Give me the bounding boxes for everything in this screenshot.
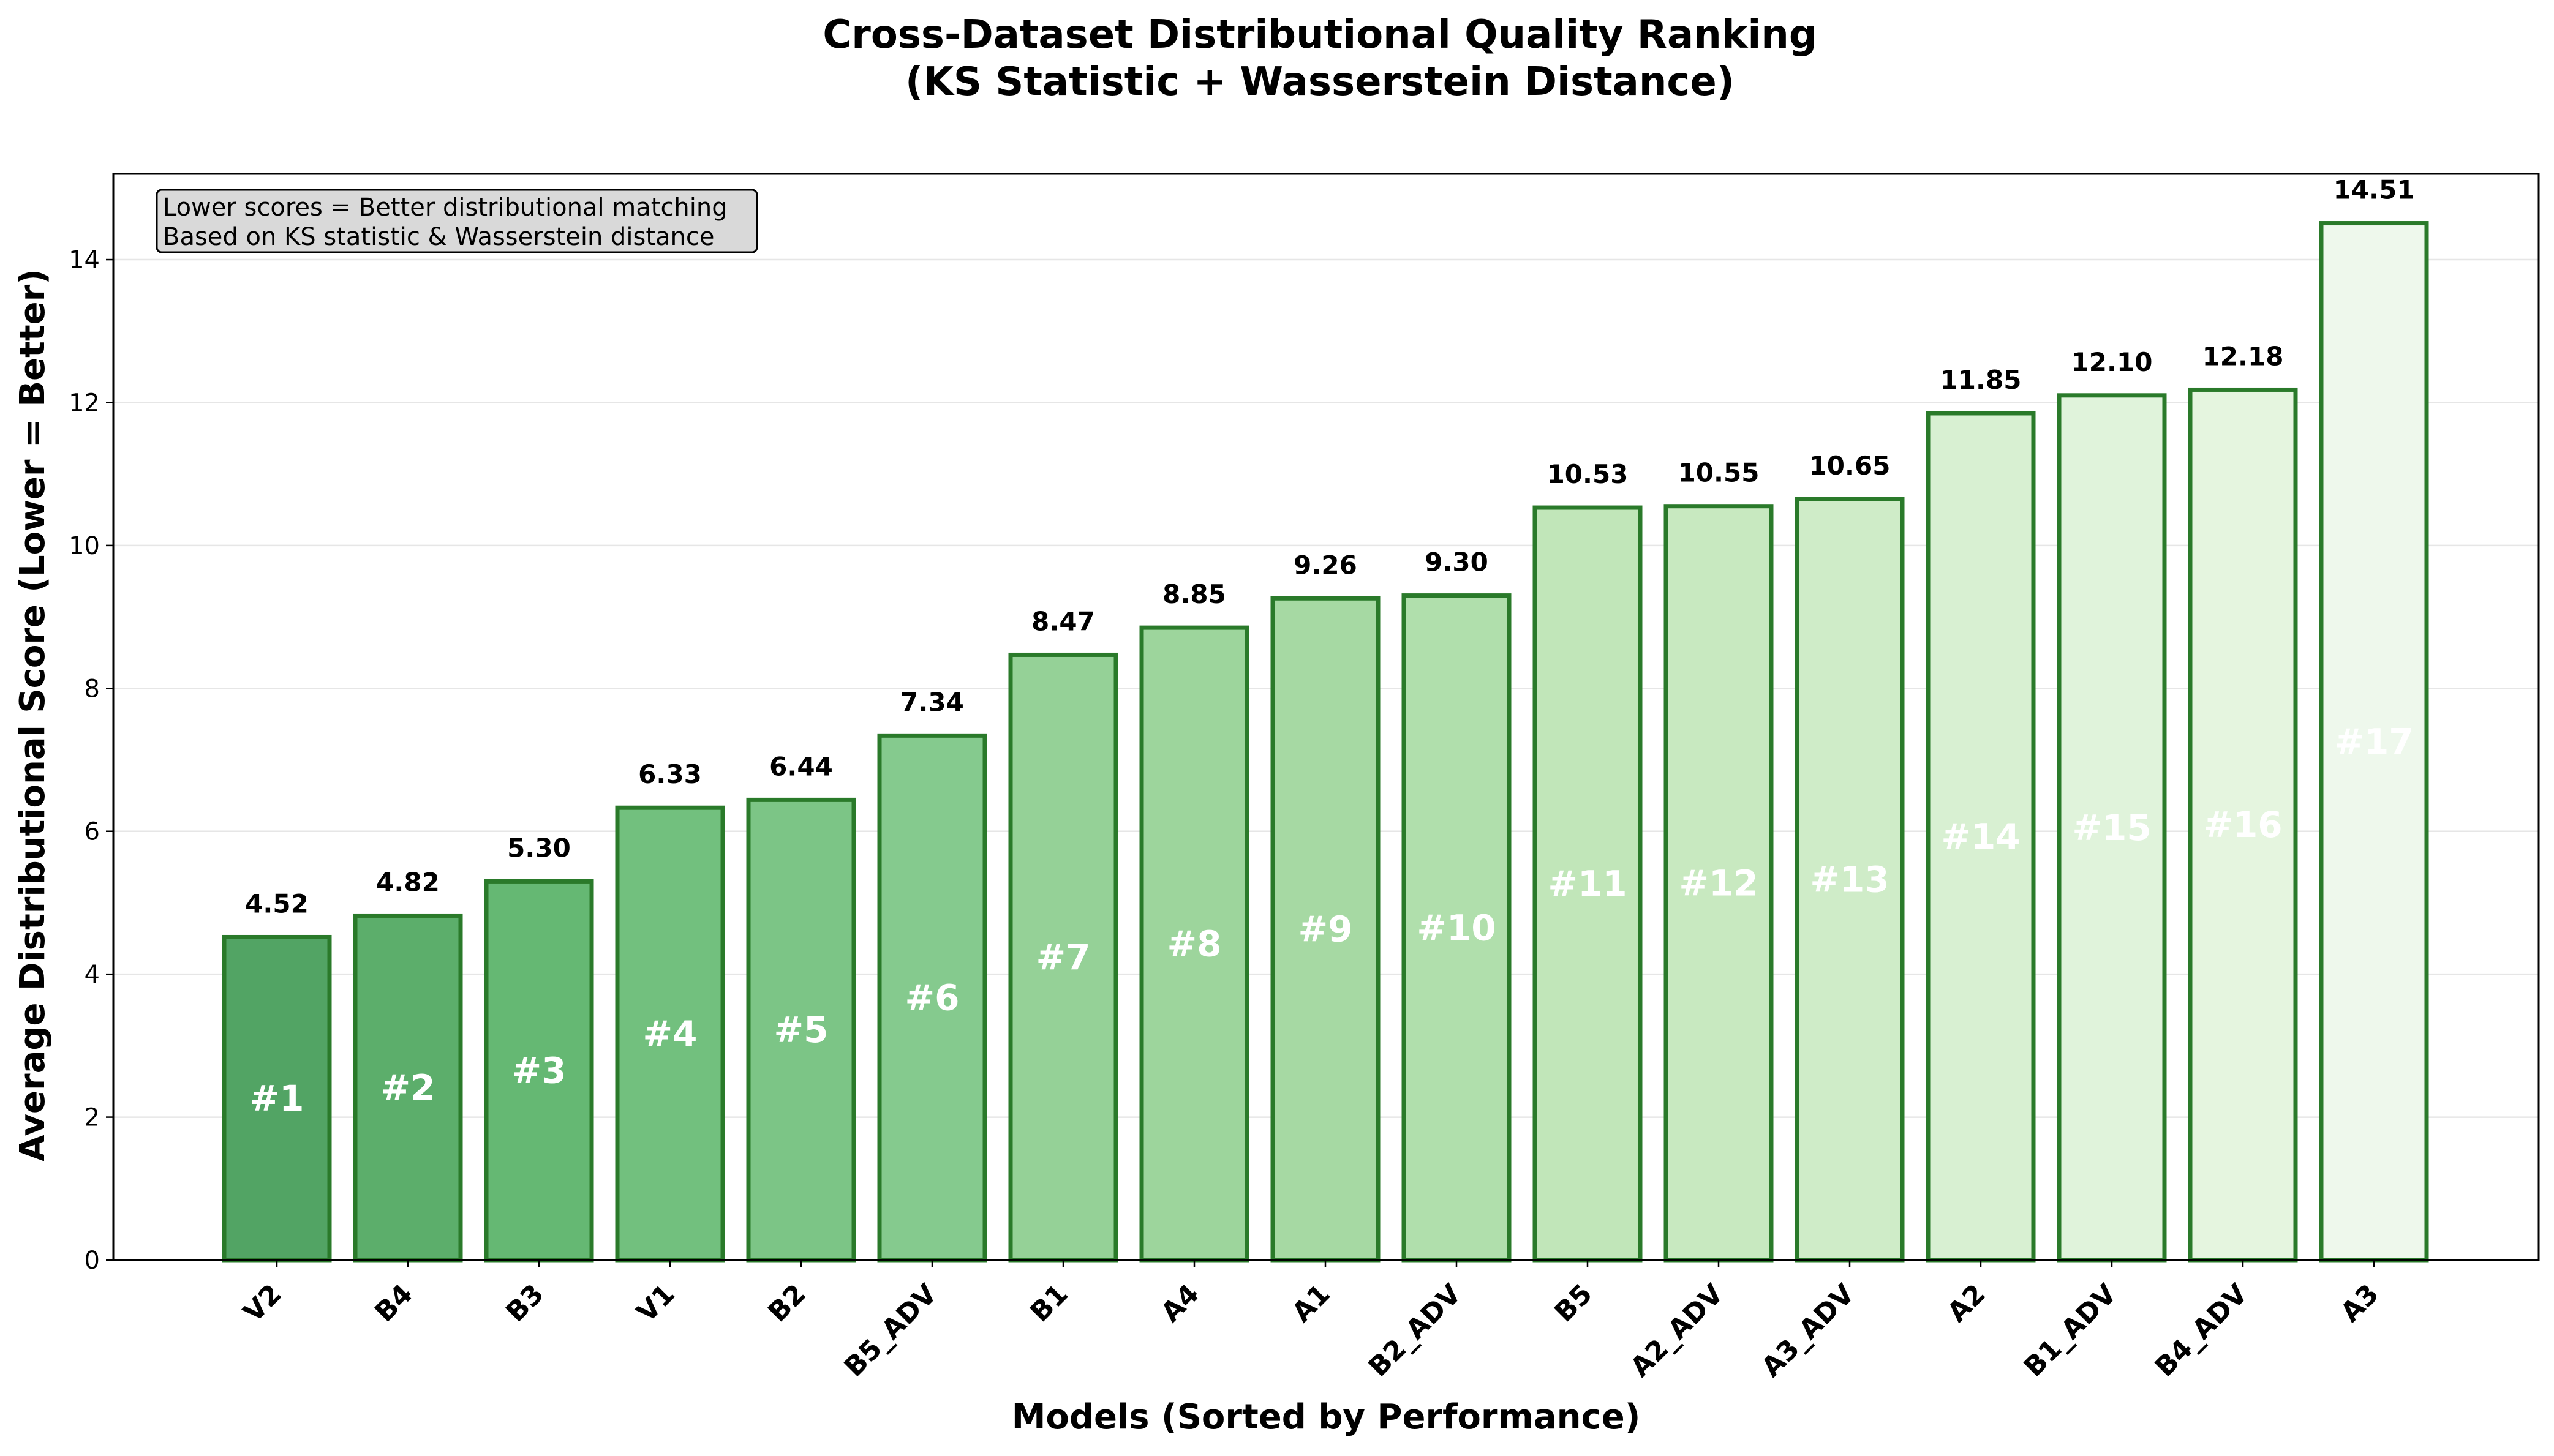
rank-label: #5 (774, 1009, 829, 1051)
rank-label: #17 (2334, 721, 2413, 762)
bar (1139, 625, 1249, 1263)
data-label: 4.52 (245, 888, 309, 918)
rank-label: #14 (1941, 816, 2020, 857)
bar (877, 733, 987, 1263)
x-tick-label: A3 (2335, 1278, 2385, 1329)
rank-label: #8 (1167, 923, 1222, 965)
x-tick-label: B3 (500, 1278, 549, 1328)
bar (484, 879, 594, 1263)
bar (1926, 411, 2036, 1263)
annotation-line-2: Based on KS statistic & Wasserstein dist… (163, 223, 715, 251)
bar (1663, 504, 1774, 1263)
data-label: 8.47 (1031, 606, 1095, 636)
x-tick-label: A4 (1155, 1278, 1205, 1329)
rank-label: #6 (905, 977, 960, 1019)
x-tick-label: A1 (1286, 1278, 1336, 1329)
chart-title: Cross-Dataset Distributional Quality Ran… (823, 12, 1817, 105)
x-tick-label: B2_ADV (1363, 1278, 1467, 1383)
x-tick-label: B2 (762, 1278, 812, 1328)
x-tick-label: B5_ADV (838, 1278, 943, 1383)
rank-label: #3 (512, 1050, 567, 1092)
annotation-box-background (156, 189, 758, 253)
rank-label: #15 (2072, 807, 2151, 849)
y-tick-label: 4 (85, 961, 100, 989)
annotation-box: Lower scores = Better distributional mat… (156, 189, 758, 253)
y-tick-label: 6 (85, 818, 100, 846)
rank-label: #12 (1679, 862, 1758, 904)
data-label: 10.53 (1547, 459, 1629, 489)
bar (353, 913, 463, 1263)
x-ticks: V2 B4 B3 V1 B2 B5_ADV B1 A4 A1 B2_ADV B5 A2_ADV A3_A… (238, 1260, 2385, 1383)
y-tick-label: 10 (69, 532, 100, 560)
x-tick-label: V2 (238, 1278, 288, 1329)
y-axis-label: Average Distributional Score (Lower = Be… (13, 269, 53, 1161)
data-label: 10.55 (1678, 458, 1760, 488)
y-ticks: 0 2 4 6 8 10 12 14 (69, 246, 113, 1275)
rank-label: #9 (1298, 909, 1353, 950)
x-tick-label: B5 (1548, 1278, 1598, 1328)
bar (1532, 505, 1643, 1263)
rank-label: #4 (643, 1013, 698, 1055)
bar (2057, 393, 2167, 1263)
data-label: 7.34 (900, 687, 964, 717)
y-tick-label: 14 (69, 246, 100, 274)
x-tick-label: B4_ADV (2149, 1278, 2254, 1383)
data-label: 12.10 (2071, 347, 2153, 377)
data-label: 11.85 (1940, 365, 2022, 395)
data-label: 6.33 (638, 759, 702, 789)
bar (2188, 387, 2298, 1263)
bar (1401, 593, 1512, 1263)
x-tick-label: V1 (631, 1278, 681, 1329)
x-tick-label: B1 (1024, 1278, 1074, 1328)
x-tick-label: A3_ADV (1755, 1278, 1860, 1383)
bar (2319, 221, 2429, 1263)
data-label: 8.85 (1162, 579, 1226, 609)
data-label: 6.44 (769, 751, 833, 781)
data-label: 4.82 (376, 867, 440, 897)
bars: 4.52 #1 4.82 #2 5.30 #3 6.33 #4 6.44 #5 7.34 #6 8.47… (222, 175, 2429, 1263)
x-axis-label: Models (Sorted by Performance) (1012, 1397, 1641, 1437)
x-tick-label: A2 (1942, 1278, 1992, 1329)
rank-label: #13 (1810, 859, 1889, 901)
rank-label: #11 (1548, 863, 1627, 905)
y-tick-label: 8 (85, 675, 100, 703)
x-tick-label: A2_ADV (1624, 1278, 1729, 1383)
chart-title-line-2: (KS Statistic + Wasserstein Distance) (905, 59, 1735, 105)
bar (1008, 652, 1118, 1263)
rank-label: #16 (2203, 804, 2282, 846)
y-tick-label: 2 (85, 1104, 100, 1132)
data-label: 5.30 (507, 833, 571, 863)
data-label: 9.26 (1294, 550, 1357, 580)
rank-label: #7 (1036, 937, 1091, 978)
y-tick-label: 12 (69, 389, 100, 417)
bar (1795, 497, 1905, 1263)
data-label: 9.30 (1425, 547, 1488, 577)
x-tick-label: B1_ADV (2018, 1278, 2123, 1383)
bar (746, 797, 856, 1263)
x-tick-label: B4 (369, 1278, 418, 1328)
data-label: 12.18 (2202, 341, 2284, 371)
rank-label: #1 (250, 1078, 304, 1119)
chart-title-line-1: Cross-Dataset Distributional Quality Ran… (823, 12, 1817, 58)
annotation-line-1: Lower scores = Better distributional mat… (163, 193, 728, 222)
rank-label: #10 (1417, 907, 1496, 948)
data-label: 14.51 (2334, 175, 2415, 205)
rank-label: #2 (381, 1067, 435, 1109)
data-label: 10.65 (1809, 451, 1891, 481)
y-tick-label: 0 (85, 1247, 100, 1275)
